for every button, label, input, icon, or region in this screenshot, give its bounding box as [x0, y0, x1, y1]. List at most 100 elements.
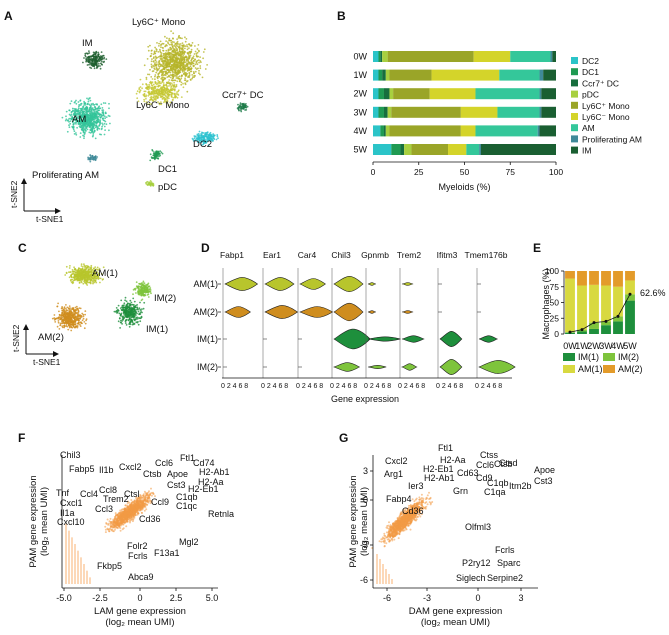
tsne-point	[154, 46, 157, 49]
tsne-point	[172, 47, 175, 50]
tsne-point	[149, 68, 151, 71]
tsne-point	[96, 129, 99, 131]
tsne-point	[176, 48, 178, 50]
tsne-point	[95, 122, 98, 125]
tsne-point	[84, 313, 86, 316]
tsne-point	[98, 60, 101, 63]
tsne-point	[147, 73, 149, 76]
y-axis-label: Macrophages (%)	[541, 268, 551, 339]
bar-segment	[510, 51, 551, 62]
tsne-point	[181, 58, 183, 60]
bar-segment	[625, 300, 635, 334]
tsne-point	[169, 60, 172, 63]
tsne-point	[92, 104, 95, 106]
tsne-point	[131, 323, 134, 326]
tsne-point	[71, 107, 74, 110]
tsne-point	[69, 321, 72, 324]
tsne-point	[182, 82, 184, 85]
tsne-point	[175, 93, 178, 95]
tsne-point	[146, 283, 149, 286]
bar-segment	[601, 285, 611, 322]
tsne-point	[116, 310, 118, 313]
tsne-point	[92, 134, 94, 137]
tsne-point	[169, 83, 172, 86]
tsne-point	[57, 302, 59, 305]
tsne-point	[170, 30, 173, 32]
tsne-point	[85, 280, 88, 283]
bar-category-label: 4W	[354, 126, 368, 136]
tsne-point	[91, 60, 94, 62]
tsne-point	[175, 75, 178, 77]
tsne-point	[172, 37, 174, 40]
tsne-point	[180, 81, 183, 84]
tsne-point	[67, 328, 70, 331]
tsne-point	[175, 95, 178, 98]
tsne-point	[157, 63, 160, 66]
tsne-point	[74, 109, 77, 111]
tsne-point	[77, 101, 80, 103]
x-tick-label: 4	[487, 383, 491, 390]
tsne-point	[93, 118, 96, 121]
tsne-point	[158, 81, 161, 83]
tsne-point	[173, 75, 175, 77]
tsne-point	[171, 67, 173, 70]
tsne-point	[119, 321, 122, 324]
tsne-point	[66, 311, 69, 314]
tsne-point	[172, 59, 175, 61]
tsne-point	[84, 102, 87, 105]
bar-segment	[475, 125, 538, 137]
tsne-point	[79, 323, 81, 326]
bar-segment	[479, 144, 481, 155]
tsne-point	[122, 306, 125, 309]
tsne-point	[89, 154, 92, 157]
tsne-point	[192, 57, 195, 60]
x-tick-label: 50	[460, 167, 470, 177]
bar-category-label: 5W	[354, 145, 368, 155]
violin-shape	[332, 362, 361, 372]
tsne-point	[78, 281, 81, 284]
tsne-point	[199, 65, 202, 67]
tsne-point	[176, 91, 178, 93]
tsne-point	[97, 60, 99, 63]
tsne-point	[108, 129, 110, 132]
tsne-point	[216, 135, 219, 138]
tsne-point	[173, 44, 176, 47]
tsne-point	[96, 108, 99, 110]
tsne-point	[168, 75, 171, 78]
tsne-point	[136, 306, 139, 309]
tsne-point	[152, 64, 155, 67]
tsne-point	[128, 314, 130, 316]
tsne-point	[87, 156, 89, 159]
tsne-point	[87, 275, 90, 278]
tsne-point	[162, 93, 165, 96]
tsne-point	[76, 326, 79, 329]
tsne-point	[175, 83, 178, 86]
tsne-point	[137, 323, 140, 326]
legend-swatch	[563, 353, 575, 361]
legend-label: pDC	[582, 90, 599, 100]
tsne-point	[70, 329, 73, 332]
violin-shape	[401, 282, 414, 286]
tsne-point	[88, 50, 90, 52]
tsne-point	[199, 73, 201, 76]
tsne-point	[186, 48, 189, 51]
tsne-point	[83, 100, 85, 103]
tsne-point	[204, 68, 207, 70]
tsne-point	[187, 59, 190, 62]
tsne-point	[85, 114, 88, 117]
tsne-point	[89, 59, 92, 61]
tsne-point	[151, 78, 154, 80]
tsne-point	[161, 77, 164, 79]
tsne-point	[168, 93, 171, 96]
tsne-point	[166, 68, 168, 71]
bar-segment	[460, 125, 476, 137]
tsne-point	[125, 311, 128, 313]
tsne-point	[88, 56, 91, 58]
tsne-c-ylabel: t-SNE2	[11, 324, 21, 352]
tsne-point	[121, 320, 123, 322]
tsne-point	[86, 124, 89, 127]
tsne-point	[194, 70, 197, 73]
tsne-point	[127, 311, 130, 313]
tsne-point	[80, 109, 83, 111]
bar-segment	[373, 69, 379, 81]
